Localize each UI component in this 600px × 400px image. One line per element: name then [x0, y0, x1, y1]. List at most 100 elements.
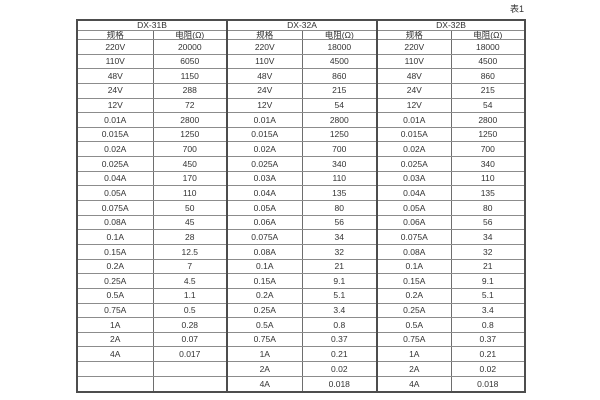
spec-cell: 0.04A: [76, 170, 154, 187]
resistance-cell: 135: [301, 185, 378, 202]
spec-cell: 0.25A: [76, 273, 154, 289]
resistance-cell: 215: [450, 82, 526, 99]
spec-cell: 0.05A: [76, 185, 154, 202]
resistance-cell: 288: [152, 82, 228, 99]
spec-cell: 0.05A: [226, 200, 303, 216]
spec-cell: 0.15A: [76, 243, 154, 260]
spec-cell: 12V: [226, 97, 303, 114]
resistance-cell: 54: [450, 97, 526, 114]
resistance-cell: 32: [301, 243, 378, 260]
resistance-cell: 700: [152, 141, 228, 158]
table-row: 0.75A 0.5 0.25A 3.4 0.25A 3.4: [76, 302, 526, 319]
table-row: 220V 20000 220V 18000 220V 18000: [76, 39, 526, 55]
spec-cell: 0.01A: [76, 112, 154, 128]
resistance-cell: 2800: [152, 112, 228, 128]
group-header-row: DX-31B DX-32A DX-32B: [76, 19, 526, 31]
spec-cell: 4A: [376, 375, 452, 393]
resistance-cell: 215: [301, 82, 378, 99]
spec-cell: [76, 375, 154, 393]
spec-cell: 0.025A: [76, 156, 154, 172]
resistance-cell: 700: [450, 141, 526, 158]
spec-cell: 24V: [376, 82, 452, 99]
resistance-cell: 18000: [301, 39, 378, 55]
spec-cell: 1A: [226, 346, 303, 363]
resistance-cell: 1250: [450, 126, 526, 143]
spec-cell: 0.01A: [376, 112, 452, 128]
spec-table-head: DX-31B DX-32A DX-32B 规格 电阻(Ω) 规格 电阻(Ω) 规格 电阻(Ω): [76, 19, 526, 40]
spec-cell: 0.15A: [226, 273, 303, 289]
group-name-DX-32A: DX-32A: [226, 19, 378, 31]
group-name-DX-32B: DX-32B: [376, 19, 526, 31]
spec-cell: 0.5A: [76, 287, 154, 304]
spec-cell: 0.075A: [376, 229, 452, 245]
resistance-cell: 5.1: [301, 287, 378, 304]
table-row: 2A 0.07 0.75A 0.37 0.75A 0.37: [76, 331, 526, 348]
resistance-cell: 4.5: [152, 273, 228, 289]
spec-cell: 0.03A: [376, 170, 452, 187]
spec-cell: 0.01A: [226, 112, 303, 128]
spec-header: 规格: [76, 29, 154, 40]
spec-cell: 0.06A: [226, 214, 303, 231]
resistance-cell: 0.28: [152, 317, 228, 333]
resistance-cell: 28: [152, 229, 228, 245]
resistance-cell: 450: [152, 156, 228, 172]
spec-cell: 2A: [376, 361, 452, 377]
resistance-cell: 3.4: [450, 302, 526, 319]
spec-cell: 0.03A: [226, 170, 303, 187]
resistance-cell: 80: [450, 200, 526, 216]
table-row: 0.1A 28 0.075A 34 0.075A 34: [76, 229, 526, 245]
resistance-cell: 54: [301, 97, 378, 114]
spec-cell: 0.2A: [226, 287, 303, 304]
resistance-cell: 21: [450, 258, 526, 275]
spec-cell: 110V: [76, 53, 154, 70]
table-row: 0.15A 12.5 0.08A 32 0.08A 32: [76, 243, 526, 260]
resistance-cell: 2800: [301, 112, 378, 128]
resistance-cell: 34: [450, 229, 526, 245]
resistance-cell: 20000: [152, 39, 228, 55]
resistance-cell: 0.07: [152, 331, 228, 348]
table-row: 0.25A 4.5 0.15A 9.1 0.15A 9.1: [76, 273, 526, 289]
spec-cell: 12V: [376, 97, 452, 114]
table-row: 12V 72 12V 54 12V 54: [76, 97, 526, 114]
table-row: 1A 0.28 0.5A 0.8 0.5A 0.8: [76, 317, 526, 333]
resistance-cell: 21: [301, 258, 378, 275]
spec-header: 规格: [376, 29, 452, 40]
spec-cell: 0.025A: [226, 156, 303, 172]
table-row: 2A 0.02 2A 0.02: [76, 361, 526, 377]
table-row: 0.02A 700 0.02A 700 0.02A 700: [76, 141, 526, 158]
column-header-row: 规格 电阻(Ω) 规格 电阻(Ω) 规格 电阻(Ω): [76, 29, 526, 40]
spec-cell: 4A: [226, 375, 303, 393]
resistance-cell: 1250: [152, 126, 228, 143]
resistance-cell: 4500: [301, 53, 378, 70]
spec-cell: 2A: [226, 361, 303, 377]
resistance-cell: 340: [450, 156, 526, 172]
spec-cell: 1A: [76, 317, 154, 333]
table-row: 0.5A 1.1 0.2A 5.1 0.2A 5.1: [76, 287, 526, 304]
resistance-cell: 340: [301, 156, 378, 172]
table-row: 24V 288 24V 215 24V 215: [76, 82, 526, 99]
table-row: 0.015A 1250 0.015A 1250 0.015A 1250: [76, 126, 526, 143]
table-row: 110V 6050 110V 4500 110V 4500: [76, 53, 526, 70]
spec-cell: 1A: [376, 346, 452, 363]
spec-cell: 24V: [76, 82, 154, 99]
resistance-cell: 32: [450, 243, 526, 260]
resistance-cell: 170: [152, 170, 228, 187]
table-row: 0.2A 7 0.1A 21 0.1A 21: [76, 258, 526, 275]
spec-cell: 48V: [376, 68, 452, 84]
resistance-cell: [152, 375, 228, 393]
table-row: 0.01A 2800 0.01A 2800 0.01A 2800: [76, 112, 526, 128]
spec-cell: 0.075A: [226, 229, 303, 245]
resistance-cell: 72: [152, 97, 228, 114]
spec-cell: 0.5A: [376, 317, 452, 333]
spec-cell: 0.15A: [376, 273, 452, 289]
table-caption: 表1: [509, 4, 524, 14]
resistance-cell: 135: [450, 185, 526, 202]
resistance-cell: 0.21: [450, 346, 526, 363]
resistance-cell: 1250: [301, 126, 378, 143]
resistance-cell: 860: [450, 68, 526, 84]
spec-cell: 48V: [76, 68, 154, 84]
resistance-cell: 18000: [450, 39, 526, 55]
resistance-cell: 34: [301, 229, 378, 245]
resistance-cell: 0.018: [301, 375, 378, 393]
